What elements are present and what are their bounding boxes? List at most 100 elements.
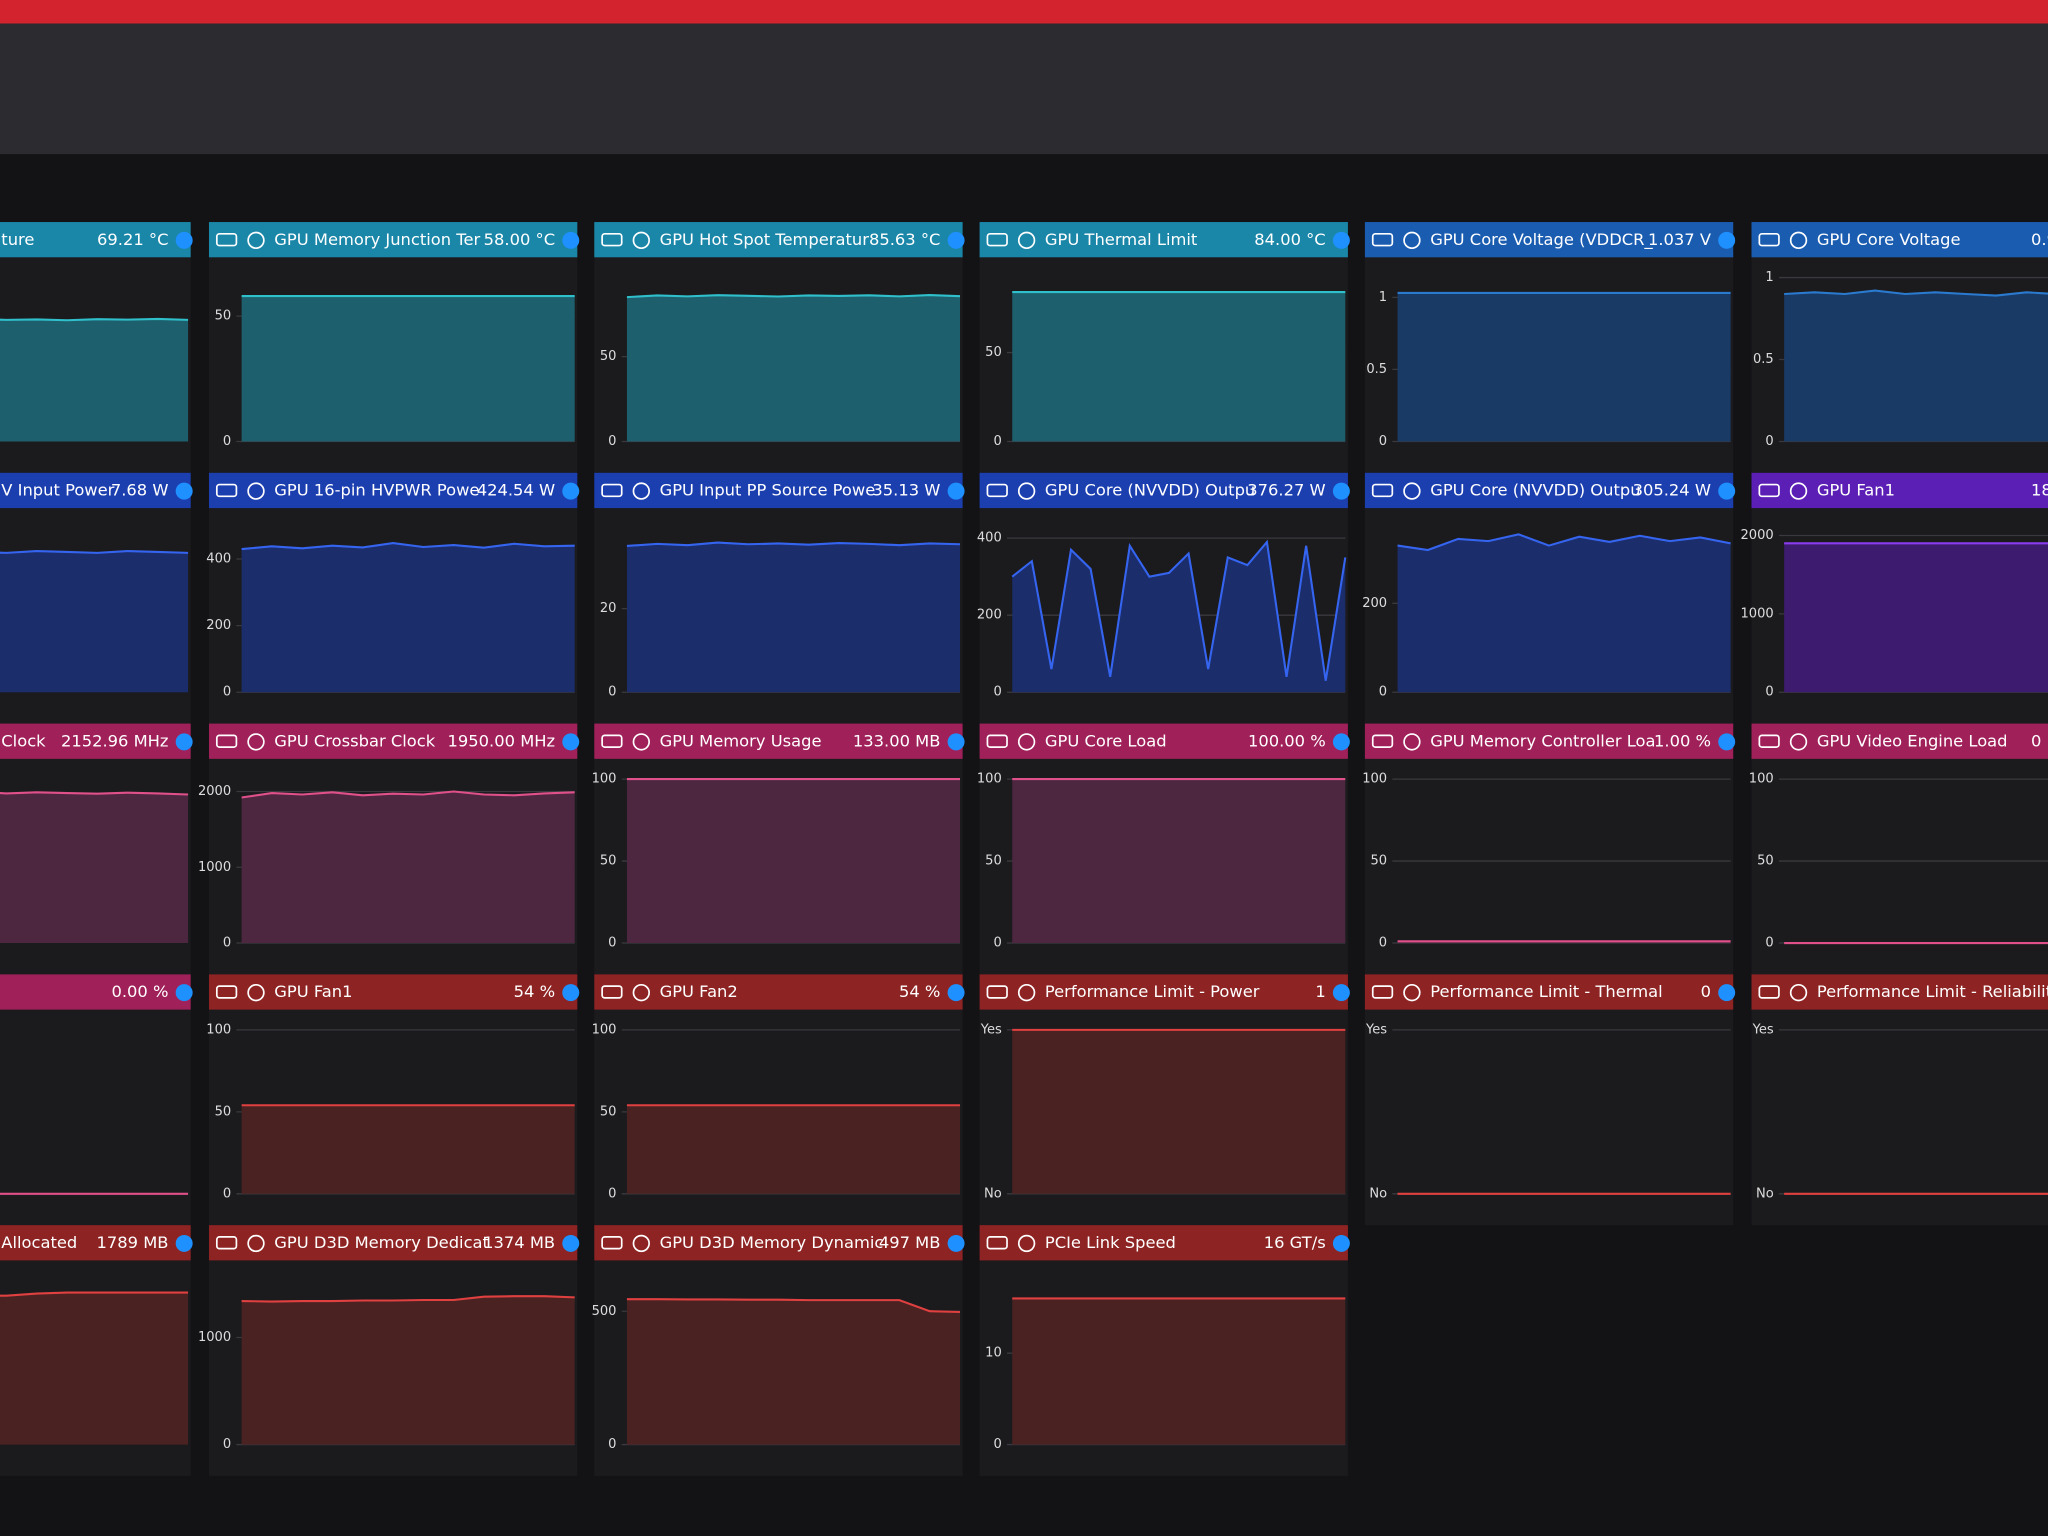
panel-header[interactable] <box>208 974 578 1010</box>
type-icon <box>632 733 650 751</box>
panel-header[interactable] <box>0 723 191 759</box>
panel-header[interactable] <box>1751 974 2048 1010</box>
info-icon[interactable] <box>1718 984 1736 1002</box>
panel-value: 100.00 % <box>1248 731 1326 750</box>
panel-title: GPU Memory Usage <box>660 731 822 750</box>
info-icon[interactable] <box>947 231 965 249</box>
info-icon[interactable] <box>175 984 193 1002</box>
panel-header[interactable] <box>1364 222 1734 258</box>
panel-header[interactable] <box>979 472 1348 509</box>
series-area <box>1012 779 1346 944</box>
panel-header[interactable] <box>1751 723 2048 759</box>
y-tick-label: 0 <box>223 434 231 449</box>
panel-value: 69.21 °C <box>97 230 168 249</box>
info-icon[interactable] <box>1332 984 1350 1002</box>
info-icon[interactable] <box>1718 733 1736 751</box>
series-area <box>0 792 189 944</box>
panel-value: 133.00 MB <box>853 731 941 750</box>
info-icon[interactable] <box>947 733 965 751</box>
series-area <box>1784 543 2048 693</box>
info-icon[interactable] <box>175 482 193 500</box>
info-icon[interactable] <box>947 984 965 1002</box>
panel-header[interactable] <box>0 222 191 258</box>
info-icon[interactable] <box>947 482 965 500</box>
info-icon[interactable] <box>1332 231 1350 249</box>
panel-header[interactable] <box>208 472 578 509</box>
sensor-icon <box>1758 985 1780 999</box>
y-tick-label: 1000 <box>198 860 231 875</box>
info-icon[interactable] <box>562 984 580 1002</box>
info-icon[interactable] <box>175 231 193 249</box>
panel-header[interactable] <box>1364 723 1734 759</box>
panel-title: GPU Core (NVVDD) Outpu <box>1045 481 1255 500</box>
panel-header[interactable] <box>0 472 191 509</box>
panel-header[interactable] <box>0 1225 191 1261</box>
series-area <box>1012 292 1346 442</box>
series-area <box>241 1105 575 1194</box>
info-icon[interactable] <box>1332 1234 1350 1252</box>
info-icon[interactable] <box>1332 482 1350 500</box>
sensor-icon <box>1371 734 1394 748</box>
type-icon <box>1789 231 1808 250</box>
type-icon <box>632 231 650 250</box>
panel-header[interactable] <box>979 222 1348 258</box>
panel-value: 35.13 W <box>872 481 940 500</box>
panel-header[interactable] <box>594 472 963 509</box>
panel-header[interactable] <box>1364 974 1734 1010</box>
info-icon[interactable] <box>562 482 580 500</box>
sensor-icon <box>601 1236 623 1250</box>
y-tick-label: 2000 <box>1740 528 1773 543</box>
panel-header[interactable] <box>979 723 1348 759</box>
series-line <box>0 550 189 554</box>
panel-header[interactable] <box>0 974 191 1010</box>
panel-title: Performance Limit - Thermal <box>1430 982 1662 1001</box>
y-tick-label: 50 <box>1757 854 1774 869</box>
panel-value: 16 GT/s <box>1264 1233 1326 1252</box>
info-icon[interactable] <box>1332 733 1350 751</box>
info-icon[interactable] <box>947 1234 965 1252</box>
y-tick-label: 100 <box>977 772 1002 787</box>
info-icon[interactable] <box>562 1234 580 1252</box>
y-tick-label: 500 <box>592 1304 617 1319</box>
panel-value: 84.00 °C <box>1254 230 1325 249</box>
y-tick-label: 0 <box>608 1186 616 1201</box>
info-icon[interactable] <box>175 733 193 751</box>
y-tick-label: No <box>1756 1186 1774 1201</box>
info-icon[interactable] <box>562 733 580 751</box>
series-area <box>626 542 960 693</box>
panel-title: GPU Core Voltage <box>1817 230 1961 249</box>
info-icon[interactable] <box>175 1234 193 1252</box>
panel-value: 1374 MB <box>483 1233 555 1252</box>
sensor-icon <box>1371 985 1394 999</box>
panel-header[interactable] <box>208 1225 578 1261</box>
y-tick-label: 200 <box>206 618 231 633</box>
panel-header[interactable] <box>1364 472 1734 509</box>
panel-header[interactable] <box>1751 222 2048 258</box>
type-icon <box>247 983 265 1002</box>
panel-value: 497 MB <box>879 1233 941 1252</box>
info-icon[interactable] <box>1718 482 1736 500</box>
panel-header[interactable] <box>594 222 963 258</box>
panel-header[interactable] <box>594 974 963 1010</box>
panel-header[interactable] <box>979 1225 1348 1261</box>
y-tick-label: 10 <box>985 1346 1002 1361</box>
y-tick-label: 200 <box>1362 596 1387 611</box>
panel-header[interactable] <box>594 1225 963 1261</box>
y-tick-label: 0 <box>608 936 616 951</box>
type-icon <box>1017 231 1036 250</box>
y-tick-label: Yes <box>1365 1022 1387 1037</box>
panel-header[interactable] <box>594 723 963 759</box>
panel-header[interactable] <box>208 222 578 258</box>
info-icon[interactable] <box>1718 231 1736 249</box>
y-tick-label: 0 <box>608 1437 616 1452</box>
panel-title: Performance Limit - Power <box>1045 982 1260 1001</box>
panel-header[interactable] <box>979 974 1348 1010</box>
panel-header[interactable] <box>208 723 578 759</box>
series-line <box>0 317 189 322</box>
sensor-icon <box>215 985 238 999</box>
info-icon[interactable] <box>562 231 580 249</box>
series-area <box>1397 292 1731 442</box>
panel-header[interactable] <box>1751 472 2048 509</box>
